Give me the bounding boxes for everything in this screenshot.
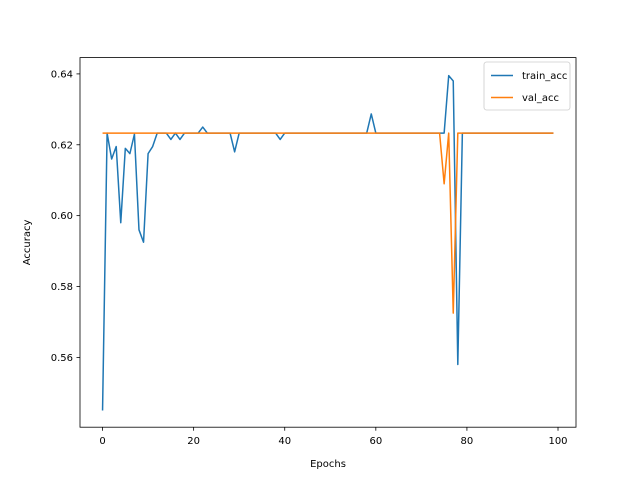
x-tick-label: 100 (548, 436, 567, 447)
y-tick-label: 0.62 (51, 140, 73, 151)
y-axis-label: Accuracy (22, 219, 33, 265)
y-tick-label: 0.60 (51, 211, 73, 222)
legend-label-val-acc: val_acc (522, 93, 559, 104)
plot-frame (79, 57, 577, 428)
x-axis-ticks: 0 20 40 60 80 100 (99, 427, 568, 447)
y-tick-label: 0.56 (51, 353, 73, 364)
legend: train_acc val_acc (483, 61, 571, 111)
plot-area (80, 57, 576, 428)
x-tick-label: 80 (461, 436, 474, 447)
x-axis-label: Epochs (310, 459, 346, 470)
x-tick-label: 40 (278, 436, 291, 447)
series-layer (101, 74, 554, 411)
x-tick-label: 0 (99, 436, 105, 447)
y-axis-ticks: 0.56 0.58 0.60 0.62 0.64 (51, 69, 80, 364)
y-tick-label: 0.58 (51, 282, 73, 293)
x-tick-label: 60 (369, 436, 382, 447)
legend-label-train-acc: train_acc (522, 71, 567, 82)
series-line-val-acc (102, 132, 554, 314)
x-tick-label: 20 (187, 436, 200, 447)
y-tick-label: 0.64 (51, 69, 73, 80)
